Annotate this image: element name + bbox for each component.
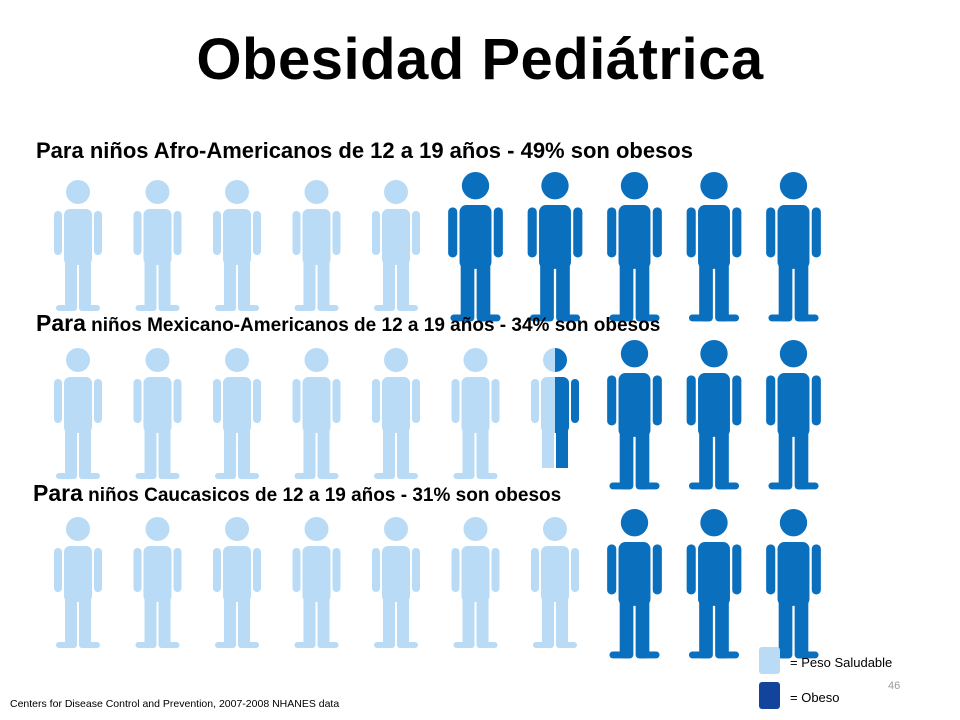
row-label-afro-americanos: Para niños Afro-Americanos de 12 a 19 añ…	[36, 138, 693, 164]
row-label-text: niños Caucasicos de 12 a 19 años - 31% s…	[82, 485, 562, 506]
person-figure	[292, 517, 341, 648]
person-figure	[686, 340, 742, 490]
person-figure	[686, 172, 742, 322]
person-figure	[54, 180, 102, 311]
legend-label-healthy: = Peso Saludable	[790, 655, 893, 670]
person-figure	[133, 517, 182, 648]
row-label-lead: Para	[33, 480, 83, 506]
person-figure	[133, 348, 182, 479]
slide-title: Obesidad Pediátrica	[196, 27, 764, 92]
person-figure	[133, 180, 182, 311]
legend-swatch-healthy	[759, 647, 780, 674]
row-label-lead: Para	[36, 310, 86, 336]
person-figure	[607, 340, 662, 490]
person-figure	[607, 172, 662, 322]
row-label-caucasicos: Para niños Caucasicos de 12 a 19 años - …	[33, 480, 561, 509]
person-figure	[451, 517, 500, 648]
person-figure	[531, 517, 579, 648]
person-figure	[527, 172, 583, 322]
person-figure	[686, 509, 742, 659]
row-label-lead: Para	[36, 138, 84, 163]
pictogram-row-caucasicos	[54, 509, 821, 659]
person-figure	[451, 348, 500, 479]
row-label-text: niños Mexicano-Americanos de 12 a 19 año…	[85, 315, 661, 336]
person-figure	[292, 180, 341, 311]
source-citation: Centers for Disease Control and Preventi…	[10, 698, 340, 710]
person-figure	[766, 509, 821, 659]
person-figure	[372, 517, 420, 648]
person-figure	[531, 348, 579, 468]
person-figure	[54, 348, 102, 479]
row-label-mexicano-americanos: Para niños Mexicano-Americanos de 12 a 1…	[36, 310, 660, 339]
pictogram-row-mexicano-americanos	[54, 340, 821, 490]
person-figure	[766, 172, 821, 322]
pictogram-row-afro-americanos	[54, 172, 821, 322]
person-figure	[607, 509, 662, 659]
page-number: 46	[888, 680, 901, 692]
person-figure	[372, 348, 420, 479]
legend-label-obese: = Obeso	[790, 690, 840, 705]
legend-swatch-obese	[759, 682, 780, 709]
person-figure	[448, 172, 503, 322]
row-label-text: niños Afro-Americanos de 12 a 19 años - …	[83, 138, 693, 163]
person-figure	[54, 517, 102, 648]
person-figure	[213, 348, 261, 479]
person-figure	[213, 180, 261, 311]
person-figure	[372, 180, 420, 311]
person-figure	[766, 340, 821, 490]
person-figure	[213, 517, 261, 648]
person-figure	[292, 348, 341, 479]
